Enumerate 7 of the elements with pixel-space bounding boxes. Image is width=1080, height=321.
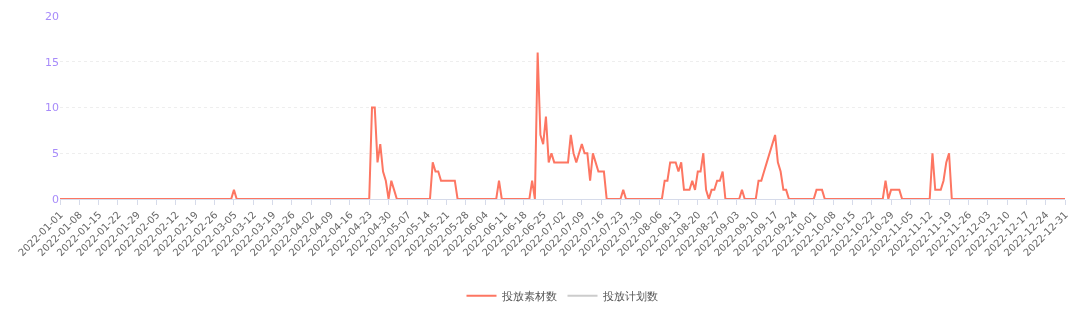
y-tick-label: 5 [52, 147, 59, 161]
y-tick-label: 20 [45, 9, 59, 23]
legend-label: 投放素材数 [500, 290, 557, 304]
legend-label: 投放计划数 [601, 290, 658, 304]
y-tick-label: 0 [52, 192, 59, 206]
y-tick-label: 15 [45, 55, 59, 69]
y-tick-label: 10 [45, 101, 59, 115]
